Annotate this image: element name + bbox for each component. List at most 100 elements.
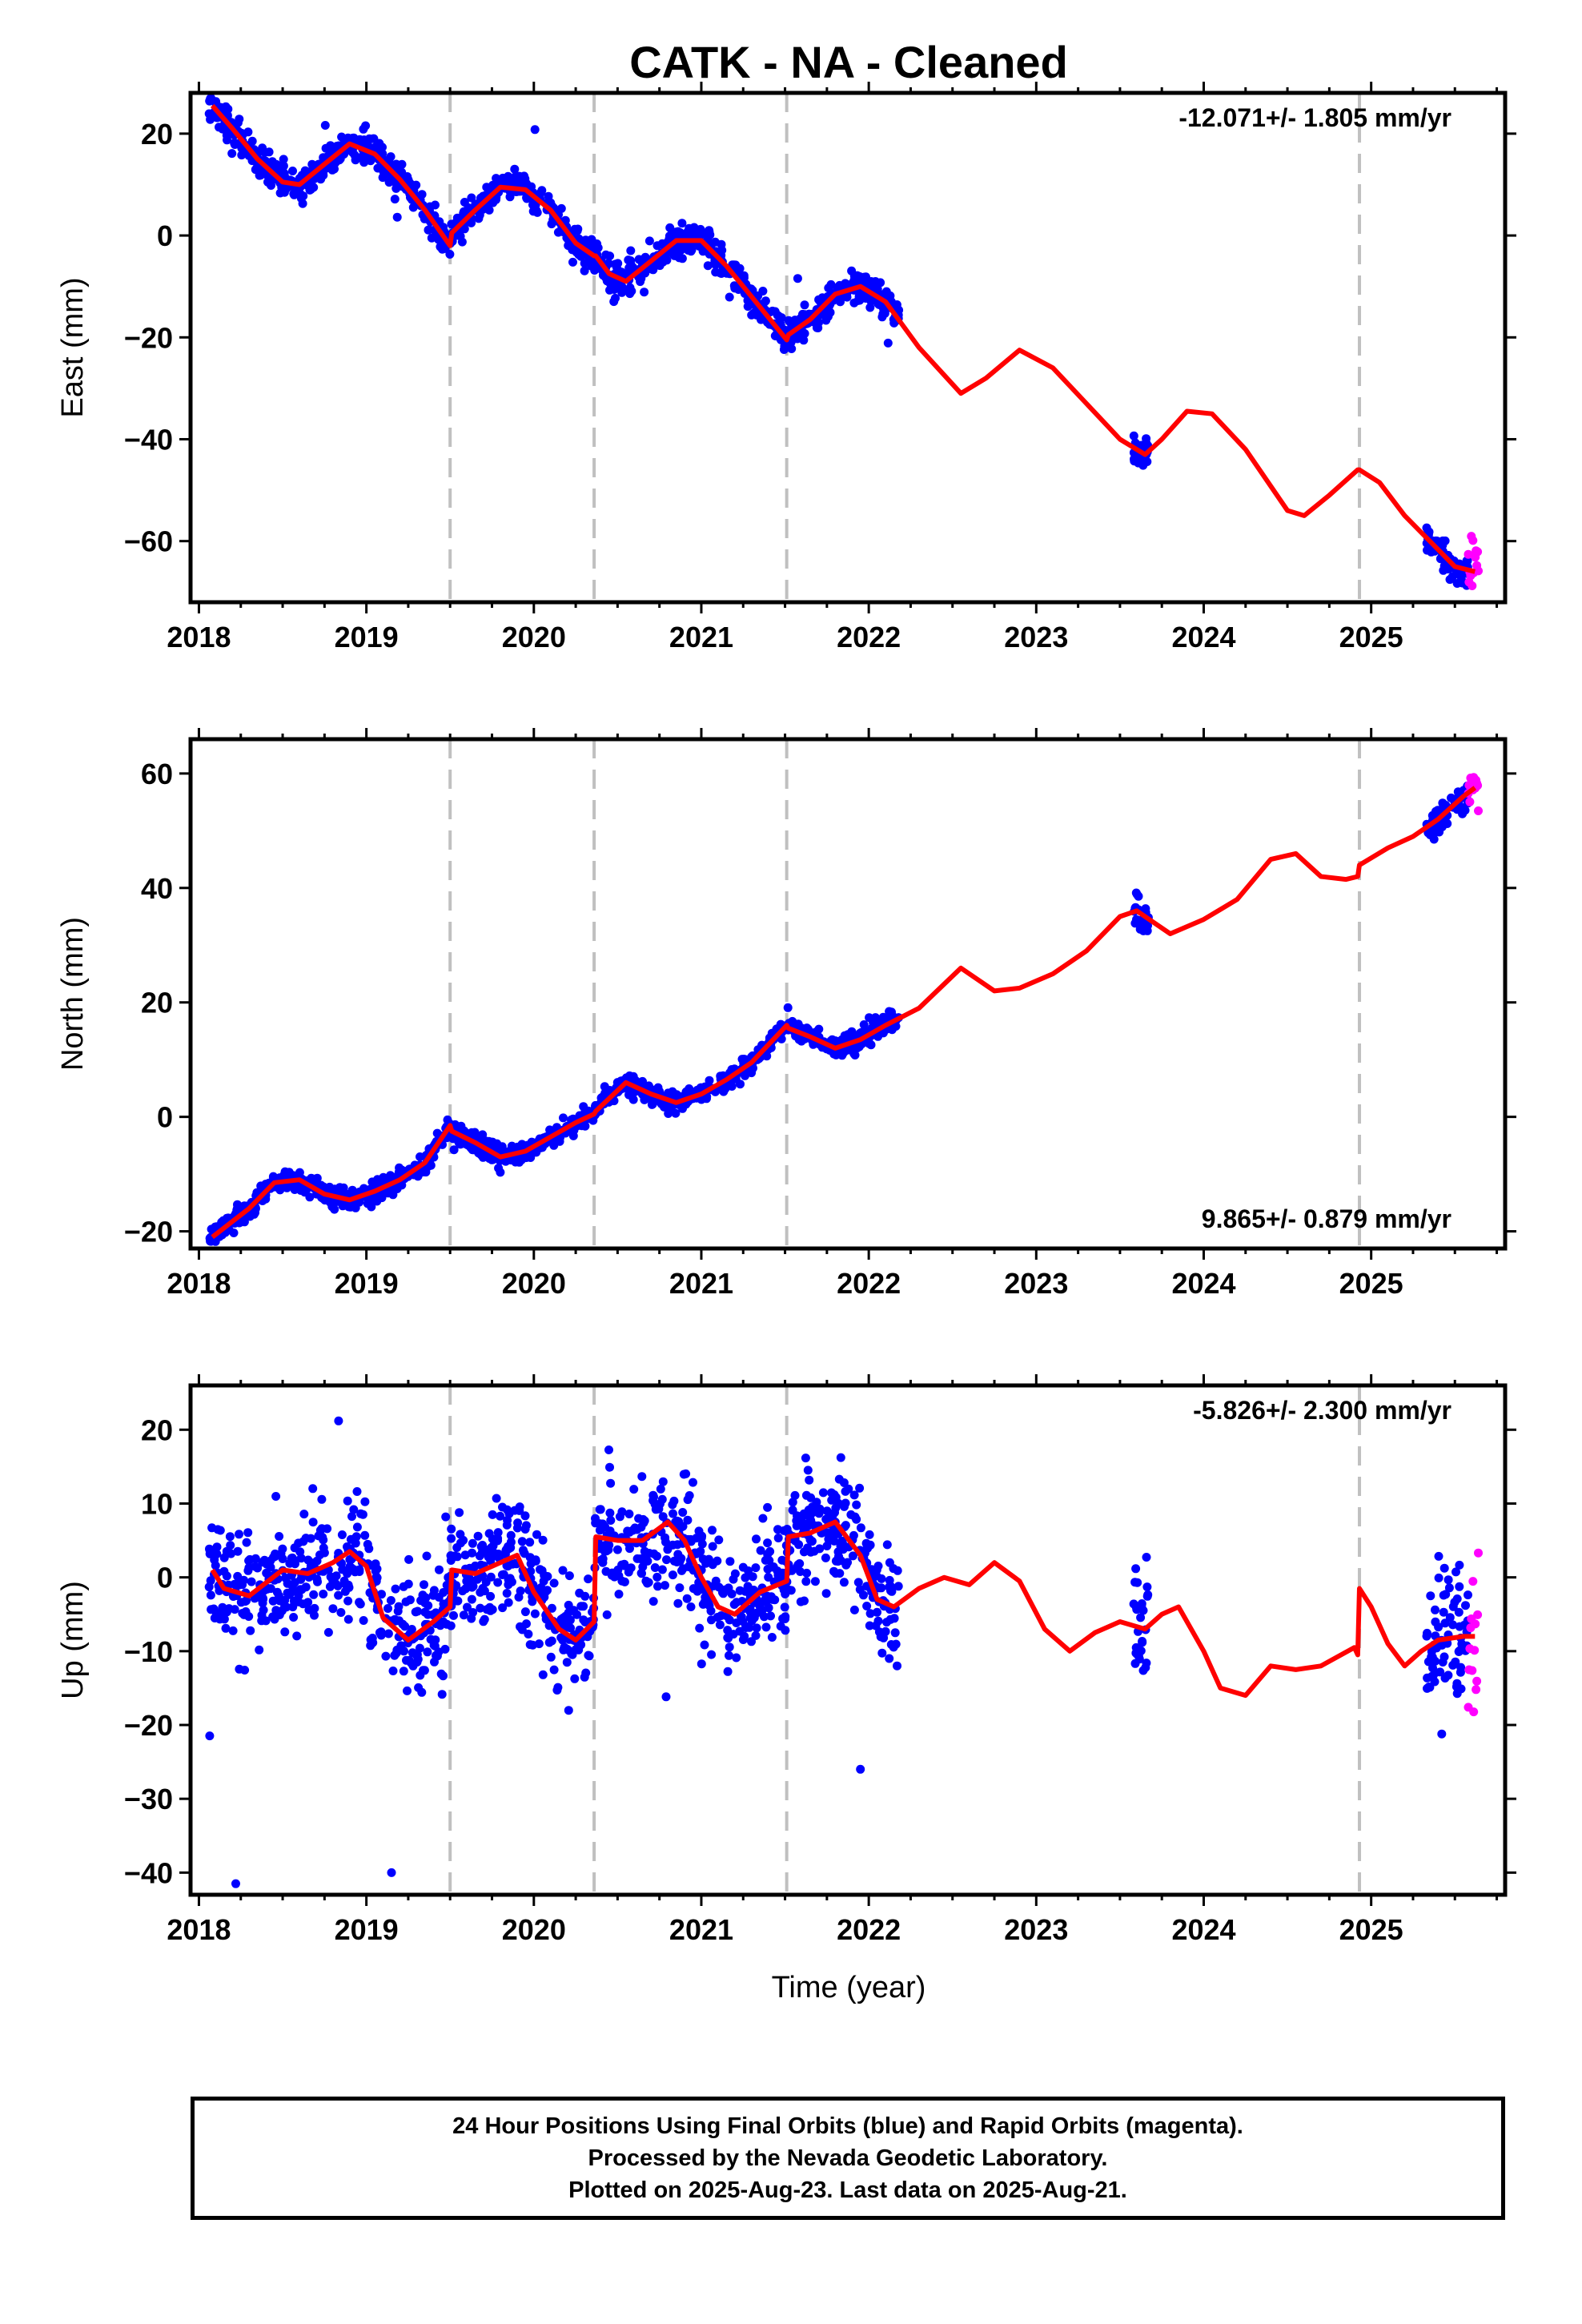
data-point-final: [1136, 1613, 1146, 1622]
data-point-final: [360, 1497, 370, 1506]
data-point-final: [349, 1505, 359, 1514]
data-point-final: [388, 1667, 398, 1675]
data-point-final: [770, 1595, 780, 1605]
data-point-final: [227, 149, 237, 159]
data-point-final: [810, 1577, 820, 1586]
data-point-final: [351, 1538, 360, 1548]
data-point-final: [1130, 1578, 1140, 1587]
data-point-final: [383, 1604, 392, 1613]
panel-east: 2018 2019 2020 2021 2022 2023 2024 2025 20 0 −20 −4…: [56, 82, 1516, 653]
footer-box: 24 Hour Positions Using Final Orbits (bl…: [191, 2097, 1505, 2220]
data-point-final: [502, 1520, 512, 1530]
data-point-final: [473, 1531, 483, 1541]
data-point-final: [709, 1581, 718, 1590]
data-point-final: [711, 267, 721, 277]
data-point-final: [278, 1544, 287, 1554]
data-point-final: [564, 241, 573, 251]
data-point-final: [251, 1554, 260, 1563]
data-point-final: [1443, 1575, 1453, 1585]
data-point-final: [752, 1623, 761, 1633]
data-point-final: [821, 1514, 831, 1524]
data-point-final: [425, 202, 435, 211]
data-point-final: [689, 1478, 697, 1487]
data-point-final: [502, 1589, 512, 1598]
data-point-final: [351, 1532, 361, 1542]
data-point-final: [420, 1580, 428, 1590]
data-point-final: [343, 1580, 353, 1590]
data-point-rapid: [1471, 1619, 1480, 1629]
data-point-final: [290, 1543, 299, 1553]
data-point-final: [757, 1598, 766, 1607]
data-point-final: [678, 1508, 688, 1517]
data-point-final: [675, 1583, 685, 1593]
data-point-final: [1445, 1613, 1455, 1622]
data-point-final: [223, 135, 231, 145]
final-orbit-points-north: [205, 781, 1473, 1246]
data-point-final: [741, 1622, 751, 1631]
data-point-final: [264, 147, 274, 157]
data-point-final: [476, 1603, 485, 1613]
data-point-final: [865, 1621, 874, 1630]
data-point-final: [632, 1525, 642, 1534]
data-point-final: [792, 1521, 801, 1530]
data-point-final: [279, 187, 289, 197]
data-point-final: [656, 1484, 665, 1494]
data-point-final: [830, 1508, 839, 1518]
data-point-final: [1452, 1689, 1462, 1699]
data-point-final: [538, 1670, 548, 1679]
data-point-final: [794, 1035, 804, 1044]
data-point-final: [859, 1020, 869, 1029]
data-point-final: [1464, 1590, 1472, 1600]
data-point-final: [476, 1587, 485, 1597]
data-point-final: [700, 229, 709, 239]
data-point-final: [492, 1494, 501, 1503]
x-tick-label: 2022: [837, 1913, 901, 1946]
data-point-final: [387, 1185, 396, 1195]
data-point-final: [801, 1490, 811, 1500]
data-point-final: [1448, 1620, 1458, 1630]
data-point-final: [1454, 1607, 1464, 1617]
data-point-final: [569, 1606, 578, 1615]
data-point-final: [310, 1610, 319, 1620]
data-point-final: [503, 1505, 512, 1514]
data-point-final: [294, 1597, 303, 1606]
data-point-final: [889, 1564, 898, 1574]
data-point-final: [383, 1629, 393, 1638]
data-point-final: [449, 1610, 458, 1620]
data-point-final: [598, 1554, 608, 1563]
data-point-final: [571, 1645, 580, 1655]
data-point-final: [458, 1586, 468, 1596]
data-point-final: [568, 257, 577, 267]
data-point-final: [295, 189, 305, 199]
data-point-final: [1137, 1599, 1146, 1608]
data-point-rapid: [1474, 1548, 1483, 1558]
data-point-final: [336, 1608, 346, 1617]
data-point-final: [632, 1554, 642, 1563]
data-point-final: [413, 1606, 423, 1616]
panel-north: 2018 2019 2020 2021 2022 2023 2024 2025 60 40 20 0 −…: [56, 728, 1516, 1300]
data-point-final: [337, 1530, 347, 1539]
data-point-final: [492, 174, 501, 183]
data-point-final: [609, 297, 619, 307]
data-point-final: [605, 285, 614, 295]
data-point-final: [272, 1587, 282, 1597]
data-point-final: [648, 265, 658, 275]
data-point-final: [747, 310, 757, 320]
data-point-final: [403, 1686, 412, 1695]
data-point-final: [319, 1548, 329, 1558]
data-point-final: [412, 1658, 422, 1667]
x-tick-label: 2020: [502, 621, 566, 653]
data-point-final: [861, 272, 870, 282]
data-point-final: [762, 1591, 772, 1601]
data-point-final: [761, 1622, 771, 1632]
data-point-final: [793, 1560, 803, 1570]
data-point-final: [226, 1541, 235, 1550]
data-point-final: [885, 1654, 894, 1663]
data-point-final: [432, 1128, 442, 1138]
data-point-final: [758, 1514, 768, 1523]
data-point-final: [498, 1603, 508, 1613]
data-point-final: [282, 1183, 291, 1192]
data-point-final: [725, 1642, 734, 1652]
y-axis-label-up: Up (mm): [56, 1581, 90, 1699]
